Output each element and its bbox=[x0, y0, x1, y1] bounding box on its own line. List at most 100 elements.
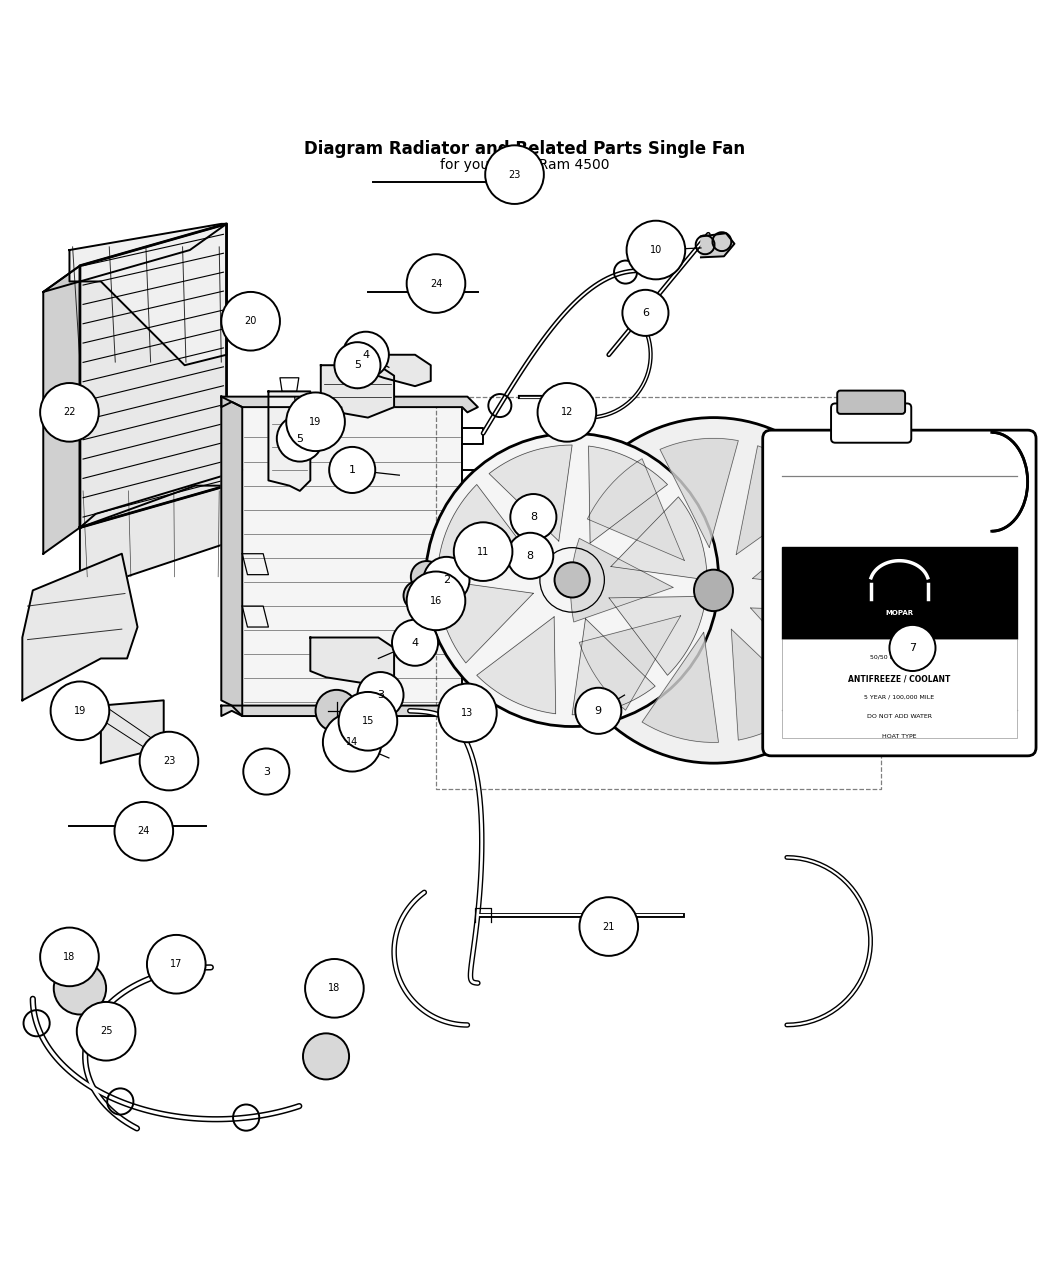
Text: HOAT TYPE: HOAT TYPE bbox=[882, 734, 917, 740]
Circle shape bbox=[50, 681, 109, 739]
FancyBboxPatch shape bbox=[837, 390, 905, 414]
Polygon shape bbox=[609, 597, 706, 676]
Circle shape bbox=[438, 683, 497, 742]
Polygon shape bbox=[222, 705, 478, 717]
Text: 10: 10 bbox=[650, 245, 663, 255]
Circle shape bbox=[323, 713, 381, 771]
Text: 12: 12 bbox=[561, 407, 573, 417]
Polygon shape bbox=[362, 354, 430, 386]
Bar bbox=[781, 547, 1017, 639]
Ellipse shape bbox=[551, 418, 876, 764]
Circle shape bbox=[510, 493, 556, 541]
Polygon shape bbox=[437, 580, 533, 663]
FancyBboxPatch shape bbox=[762, 430, 1036, 756]
Polygon shape bbox=[611, 497, 707, 580]
Polygon shape bbox=[222, 397, 243, 717]
Bar bbox=[781, 639, 1017, 738]
Polygon shape bbox=[643, 632, 718, 742]
Text: 8: 8 bbox=[530, 513, 537, 521]
Text: 19: 19 bbox=[74, 706, 86, 715]
Circle shape bbox=[222, 292, 280, 351]
Text: 5 YEAR / 100,000 MILE: 5 YEAR / 100,000 MILE bbox=[864, 695, 934, 700]
Polygon shape bbox=[321, 365, 394, 418]
Circle shape bbox=[342, 332, 388, 377]
Polygon shape bbox=[43, 224, 227, 292]
Circle shape bbox=[303, 1033, 349, 1080]
Text: 9: 9 bbox=[594, 706, 602, 715]
Polygon shape bbox=[43, 265, 80, 553]
Circle shape bbox=[316, 690, 357, 732]
Text: 8: 8 bbox=[527, 551, 533, 561]
Polygon shape bbox=[751, 608, 855, 688]
Circle shape bbox=[403, 581, 433, 611]
Circle shape bbox=[406, 571, 465, 630]
Text: 15: 15 bbox=[362, 717, 374, 727]
Circle shape bbox=[889, 625, 936, 671]
Circle shape bbox=[627, 221, 686, 279]
Circle shape bbox=[575, 687, 622, 734]
Text: 25: 25 bbox=[100, 1026, 112, 1037]
Text: Diagram Radiator and Related Parts Single Fan: Diagram Radiator and Related Parts Singl… bbox=[304, 140, 746, 158]
Circle shape bbox=[287, 393, 344, 451]
Circle shape bbox=[406, 254, 465, 312]
Circle shape bbox=[334, 342, 380, 389]
Text: 13: 13 bbox=[461, 708, 474, 718]
Text: 7: 7 bbox=[909, 643, 916, 653]
Text: 23: 23 bbox=[163, 756, 175, 766]
Polygon shape bbox=[489, 445, 572, 541]
Text: 2: 2 bbox=[443, 575, 450, 585]
Text: 17: 17 bbox=[170, 959, 183, 969]
FancyBboxPatch shape bbox=[877, 484, 985, 569]
Text: 5: 5 bbox=[296, 434, 303, 444]
Text: DO NOT ADD WATER: DO NOT ADD WATER bbox=[867, 714, 932, 719]
Circle shape bbox=[54, 963, 106, 1015]
Text: 24: 24 bbox=[429, 278, 442, 288]
Circle shape bbox=[454, 523, 512, 581]
Text: 6: 6 bbox=[642, 307, 649, 317]
Circle shape bbox=[357, 672, 403, 718]
Circle shape bbox=[359, 692, 393, 725]
Circle shape bbox=[392, 620, 438, 666]
Circle shape bbox=[455, 538, 469, 552]
Circle shape bbox=[277, 416, 323, 462]
Polygon shape bbox=[69, 224, 227, 365]
Polygon shape bbox=[80, 224, 227, 528]
Text: 3: 3 bbox=[262, 766, 270, 776]
Circle shape bbox=[40, 382, 99, 441]
Text: 23: 23 bbox=[508, 170, 521, 180]
Polygon shape bbox=[311, 638, 394, 685]
Polygon shape bbox=[587, 459, 685, 561]
Text: 19: 19 bbox=[310, 417, 321, 427]
Text: 14: 14 bbox=[346, 737, 358, 747]
Polygon shape bbox=[992, 432, 1028, 532]
Polygon shape bbox=[660, 439, 738, 547]
Circle shape bbox=[40, 928, 99, 987]
Polygon shape bbox=[580, 616, 680, 710]
Circle shape bbox=[329, 448, 375, 493]
Circle shape bbox=[554, 562, 590, 598]
Circle shape bbox=[140, 732, 198, 790]
Text: MOPAR: MOPAR bbox=[885, 609, 914, 616]
Text: ANTIFREEZE / COOLANT: ANTIFREEZE / COOLANT bbox=[848, 674, 950, 683]
Polygon shape bbox=[570, 538, 673, 622]
Polygon shape bbox=[243, 407, 462, 717]
Polygon shape bbox=[22, 553, 138, 700]
Circle shape bbox=[244, 748, 290, 794]
Circle shape bbox=[147, 935, 206, 993]
Circle shape bbox=[538, 382, 596, 441]
Text: 16: 16 bbox=[429, 595, 442, 606]
Text: 11: 11 bbox=[477, 547, 489, 557]
FancyBboxPatch shape bbox=[877, 588, 985, 671]
Circle shape bbox=[306, 959, 363, 1017]
Circle shape bbox=[77, 1002, 135, 1061]
Polygon shape bbox=[477, 617, 555, 714]
Text: 50/50 PREDILUTED: 50/50 PREDILUTED bbox=[870, 655, 928, 659]
Circle shape bbox=[423, 557, 469, 603]
Polygon shape bbox=[572, 618, 655, 715]
Text: 24: 24 bbox=[138, 826, 150, 836]
Text: 1: 1 bbox=[349, 465, 356, 476]
Polygon shape bbox=[589, 446, 668, 543]
Polygon shape bbox=[753, 510, 857, 590]
FancyBboxPatch shape bbox=[831, 403, 911, 442]
Text: 18: 18 bbox=[329, 983, 340, 993]
